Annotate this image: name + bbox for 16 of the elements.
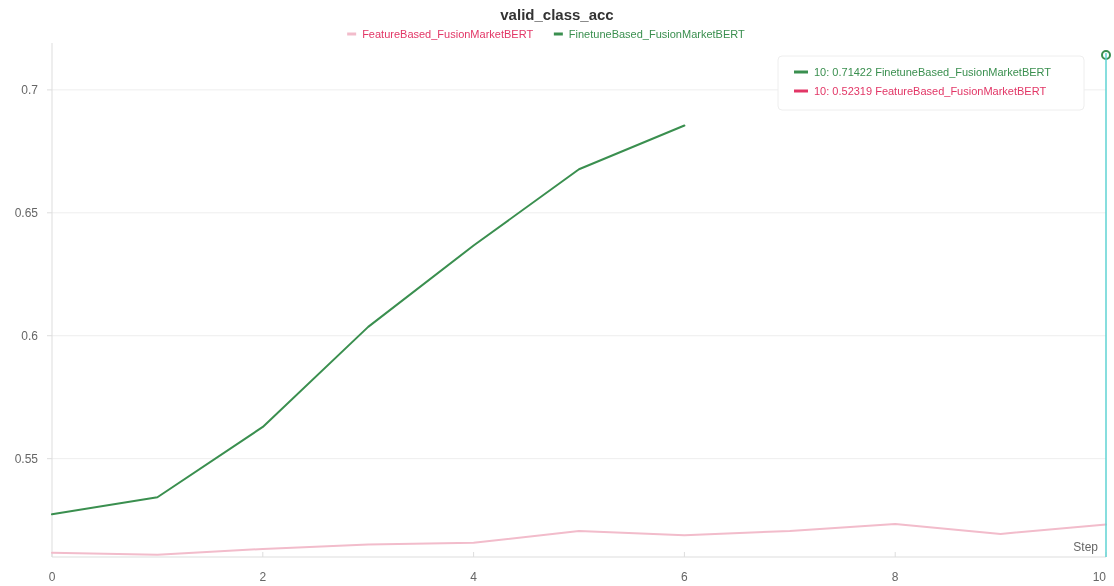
chart-title: valid_class_acc xyxy=(500,6,614,23)
y-tick-label: 0.7 xyxy=(21,82,39,97)
x-tick-label: 4 xyxy=(470,570,478,584)
y-tick-label: 0.55 xyxy=(14,451,39,466)
x-tick-label: 10 xyxy=(1092,570,1107,584)
x-axis-title: Step xyxy=(1073,540,1099,554)
annotation: 10: 0.71422 FinetuneBased_FusionMarketBERT xyxy=(814,66,1052,78)
legend-label: FeatureBased_FusionMarketBERT xyxy=(362,28,534,40)
annotation: 10: 0.52319 FeatureBased_FusionMarketBERT xyxy=(814,85,1047,97)
x-tick-label: 6 xyxy=(681,570,689,584)
legend-label: FinetuneBased_FusionMarketBERT xyxy=(568,28,746,40)
y-tick-label: 0.6 xyxy=(21,328,39,343)
x-tick-label: 2 xyxy=(259,570,267,584)
x-tick-label: 0 xyxy=(48,570,56,584)
x-tick-label: 8 xyxy=(891,570,899,584)
y-tick-label: 0.65 xyxy=(14,205,39,220)
